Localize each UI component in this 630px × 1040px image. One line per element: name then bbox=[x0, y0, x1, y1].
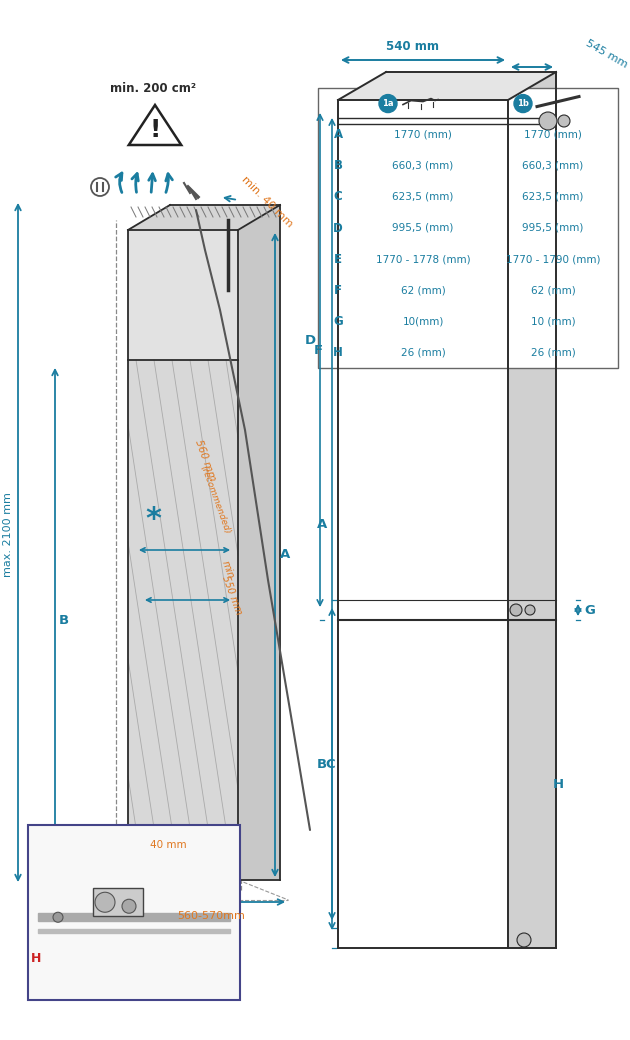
Circle shape bbox=[95, 892, 115, 912]
Polygon shape bbox=[198, 860, 203, 874]
Text: 1a: 1a bbox=[382, 99, 394, 108]
Circle shape bbox=[379, 95, 397, 112]
Text: 550 mm: 550 mm bbox=[220, 574, 244, 616]
Text: min. 40 mm: min. 40 mm bbox=[240, 175, 295, 230]
Polygon shape bbox=[128, 858, 238, 880]
Text: 623,5 (mm): 623,5 (mm) bbox=[522, 192, 583, 202]
Text: 660,3 (mm): 660,3 (mm) bbox=[392, 161, 454, 171]
Text: 26 (mm): 26 (mm) bbox=[401, 347, 445, 358]
Text: !: ! bbox=[149, 118, 161, 142]
Text: H: H bbox=[31, 953, 41, 965]
Text: E: E bbox=[334, 253, 342, 265]
Polygon shape bbox=[128, 230, 238, 360]
Bar bbox=[318, 88, 618, 368]
Text: min. 200 cm²: min. 200 cm² bbox=[110, 81, 196, 95]
Polygon shape bbox=[238, 205, 280, 880]
Circle shape bbox=[122, 900, 136, 913]
Text: G: G bbox=[333, 315, 343, 328]
Text: G: G bbox=[585, 603, 595, 617]
Circle shape bbox=[517, 933, 531, 947]
Text: (recommended): (recommended) bbox=[198, 465, 232, 536]
Text: 62 (mm): 62 (mm) bbox=[530, 285, 575, 295]
Polygon shape bbox=[214, 860, 219, 874]
Text: 540 mm: 540 mm bbox=[386, 40, 440, 52]
Text: F: F bbox=[314, 343, 323, 357]
Text: 1770 - 1778 (mm): 1770 - 1778 (mm) bbox=[375, 254, 471, 264]
Text: D: D bbox=[304, 334, 316, 346]
Bar bbox=[28, 825, 240, 1000]
Text: A: A bbox=[333, 128, 343, 141]
Text: B: B bbox=[317, 757, 327, 771]
Text: B: B bbox=[59, 614, 69, 626]
Text: max. 2100 mm: max. 2100 mm bbox=[3, 493, 13, 577]
Bar bbox=[93, 888, 143, 916]
Circle shape bbox=[558, 115, 570, 127]
Polygon shape bbox=[128, 360, 238, 880]
Polygon shape bbox=[166, 860, 171, 874]
Text: 62 (mm): 62 (mm) bbox=[401, 285, 445, 295]
Circle shape bbox=[525, 605, 535, 615]
Text: C: C bbox=[325, 757, 335, 771]
Circle shape bbox=[539, 112, 557, 130]
Text: 40 mm: 40 mm bbox=[150, 840, 186, 850]
Text: *: * bbox=[145, 505, 161, 535]
Text: 10(mm): 10(mm) bbox=[403, 316, 444, 327]
Text: 26 (mm): 26 (mm) bbox=[530, 347, 575, 358]
Text: F: F bbox=[334, 284, 342, 296]
Text: 1b: 1b bbox=[517, 99, 529, 108]
Circle shape bbox=[514, 95, 532, 112]
Circle shape bbox=[510, 604, 522, 616]
Text: B: B bbox=[333, 159, 343, 173]
Polygon shape bbox=[150, 860, 155, 874]
Text: 1770 (mm): 1770 (mm) bbox=[524, 130, 582, 139]
Text: H: H bbox=[553, 778, 564, 790]
Text: min: min bbox=[220, 560, 236, 580]
Text: C: C bbox=[334, 190, 342, 204]
Polygon shape bbox=[222, 860, 227, 874]
Polygon shape bbox=[38, 930, 230, 933]
Text: H: H bbox=[333, 346, 343, 359]
Polygon shape bbox=[158, 860, 163, 874]
Text: D: D bbox=[333, 222, 343, 234]
Text: 10 (mm): 10 (mm) bbox=[530, 316, 575, 327]
Polygon shape bbox=[38, 913, 230, 921]
Polygon shape bbox=[190, 860, 195, 874]
Polygon shape bbox=[182, 860, 187, 874]
Polygon shape bbox=[338, 72, 556, 100]
Circle shape bbox=[53, 912, 63, 922]
Polygon shape bbox=[206, 860, 211, 874]
Text: 545 mm: 545 mm bbox=[584, 38, 629, 70]
Polygon shape bbox=[128, 205, 280, 230]
Text: A: A bbox=[280, 548, 290, 562]
Text: 623,5 (mm): 623,5 (mm) bbox=[392, 192, 454, 202]
Text: 995,5 (mm): 995,5 (mm) bbox=[392, 223, 454, 233]
Text: A: A bbox=[317, 518, 327, 530]
Text: 995,5 (mm): 995,5 (mm) bbox=[522, 223, 583, 233]
Text: 1770 (mm): 1770 (mm) bbox=[394, 130, 452, 139]
Polygon shape bbox=[174, 860, 179, 874]
Polygon shape bbox=[508, 72, 556, 948]
Text: 660,3 (mm): 660,3 (mm) bbox=[522, 161, 583, 171]
Text: 1770 - 1790 (mm): 1770 - 1790 (mm) bbox=[506, 254, 600, 264]
Text: 560-570mm: 560-570mm bbox=[177, 911, 245, 921]
Text: 560 mm: 560 mm bbox=[193, 438, 217, 483]
